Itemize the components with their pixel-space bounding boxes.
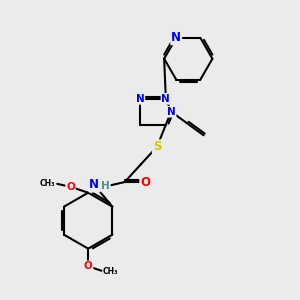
Text: S: S — [153, 140, 161, 153]
Text: O: O — [66, 182, 75, 192]
Text: O: O — [84, 261, 92, 271]
Text: CH₃: CH₃ — [103, 267, 118, 276]
Text: N: N — [136, 94, 144, 104]
Text: N: N — [167, 107, 176, 117]
Text: N: N — [89, 178, 99, 191]
Text: CH₃: CH₃ — [40, 179, 55, 188]
Text: N: N — [161, 94, 170, 104]
Text: O: O — [140, 176, 150, 188]
Text: N: N — [171, 31, 181, 44]
Text: H: H — [101, 182, 110, 191]
